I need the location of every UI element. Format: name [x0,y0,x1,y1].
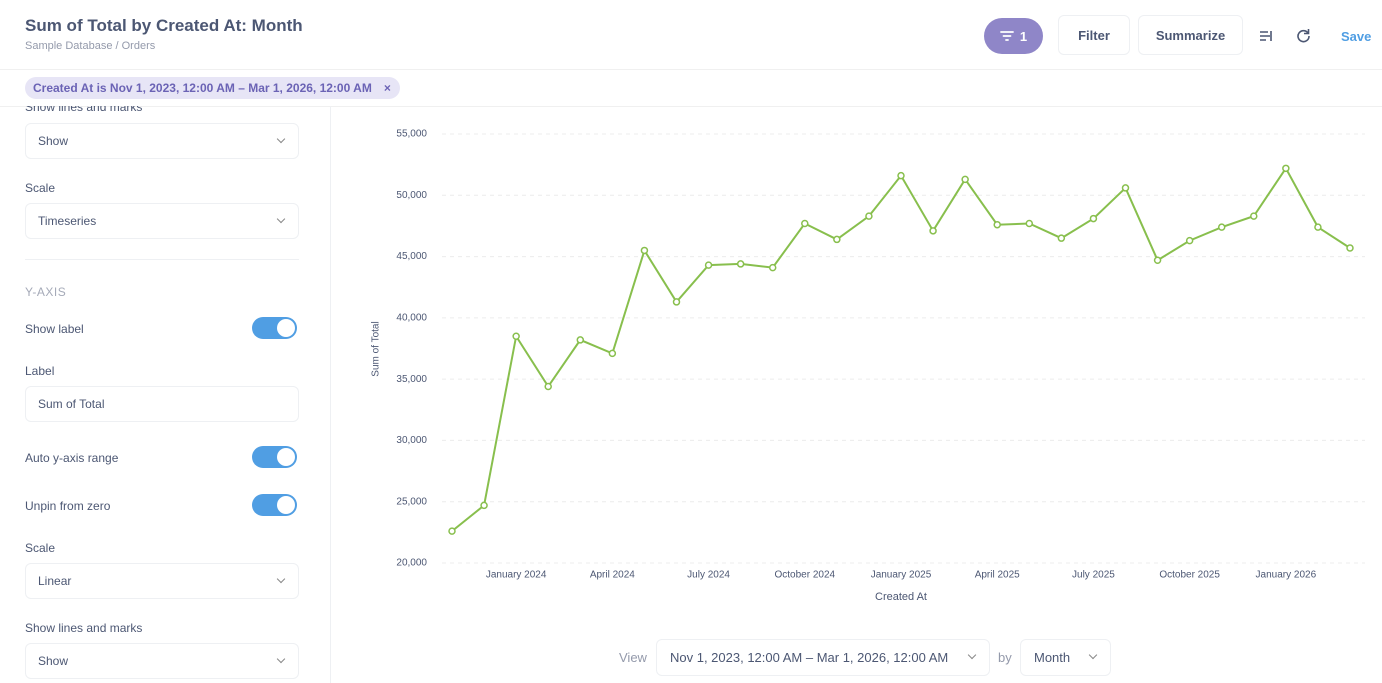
x-tick-label: April 2024 [590,570,635,581]
x-tick-label: April 2025 [975,570,1020,581]
setting-label: Scale [25,541,56,555]
data-point [576,336,585,344]
data-point [961,175,969,184]
data-point [640,246,649,255]
unit-select[interactable]: Month [1020,639,1111,676]
data-point [865,212,873,220]
data-point [833,235,841,244]
x-tick-label: July 2024 [687,570,730,581]
filter-chip-close[interactable]: × [383,81,391,95]
divider [25,259,299,260]
x-tick-label: January 2025 [871,570,932,581]
setting-label: Label [25,364,55,378]
data-point [608,349,617,358]
y-tick-label: 35,000 [396,374,427,385]
x-tick-label: October 2024 [774,570,835,581]
x-tick-label: January 2026 [1256,570,1317,581]
setting-label: Show label [25,322,84,336]
setting-label: Scale [25,181,56,195]
setting-label: Unpin from zero [25,499,111,513]
y-tick-label: 50,000 [396,190,427,201]
select[interactable]: Show [25,643,299,679]
filter-count-button[interactable]: 1 [984,18,1043,54]
y-tick-label: 30,000 [396,435,427,446]
setting-label: Show lines and marks [25,621,143,635]
data-point [512,332,520,340]
y-axis-label: Sum of Total [371,321,382,376]
data-point [1250,212,1258,220]
date-range-select[interactable]: Nov 1, 2023, 12:00 AM – Mar 1, 2026, 12:… [656,639,990,676]
y-tick-label: 25,000 [396,496,427,507]
data-point [1314,223,1322,231]
select[interactable]: Show [25,123,299,159]
toggle[interactable] [252,317,297,339]
section-title: Y-AXIS [25,285,67,299]
summarize-button[interactable]: Summarize [1138,15,1243,55]
data-point [929,227,937,235]
data-point [993,220,1001,229]
data-point [1185,236,1194,245]
data-point [480,501,488,510]
x-tick-label: January 2024 [486,570,547,581]
data-point [897,171,905,180]
data-point [1057,234,1066,242]
y-tick-label: 55,000 [396,129,427,140]
view-label: View [619,650,647,665]
filter-button[interactable]: Filter [1058,15,1130,55]
filter-icon [999,31,1014,41]
data-point [1346,244,1354,252]
y-tick-label: 20,000 [396,558,427,569]
data-point [1282,164,1290,173]
filter-divider [0,106,1382,107]
y-tick-label: 40,000 [396,312,427,323]
setting-label: Auto y-axis range [25,451,119,465]
data-point [704,261,713,269]
toggle[interactable] [252,446,297,468]
question-title: Sum of Total by Created At: Month [25,16,303,35]
x-axis-label: Created At [875,591,927,603]
by-label: by [998,650,1012,665]
refresh-icon[interactable] [1296,28,1311,43]
data-point [1121,184,1130,192]
filter-chip[interactable]: Created At is Nov 1, 2023, 12:00 AM – Ma… [25,77,400,99]
setting-label: Show lines and marks [25,106,143,114]
data-point [544,382,552,391]
y-tick-label: 45,000 [396,251,427,262]
text-input[interactable]: Sum of Total [25,386,299,422]
save-button[interactable]: Save [1341,29,1372,44]
data-point [672,298,681,306]
data-point [1217,223,1226,231]
settings-sidebar: Show lines and marks Show Scale Timeseri… [0,106,331,683]
chart: Sum of Total Created At 20,000 25,000 30,0… [371,129,1365,603]
data-point [448,527,456,535]
data-line [451,166,1351,532]
filter-chip-text: Created At is Nov 1, 2023, 12:00 AM – Ma… [33,81,372,95]
data-point [736,260,745,268]
header-divider [0,69,1382,70]
data-point [768,263,777,272]
data-point [1089,214,1098,223]
select[interactable]: Timeseries [25,203,299,239]
filter-count: 1 [1019,28,1028,44]
x-tick-label: October 2025 [1159,570,1220,581]
select[interactable]: Linear [25,563,299,599]
breadcrumb[interactable]: Sample Database / Orders [25,40,156,52]
toggle[interactable] [252,494,297,516]
data-point [1025,219,1034,228]
x-tick-label: July 2025 [1072,570,1115,581]
sort-icon[interactable] [1259,30,1273,42]
data-point [801,219,809,228]
data-point [1153,256,1162,264]
